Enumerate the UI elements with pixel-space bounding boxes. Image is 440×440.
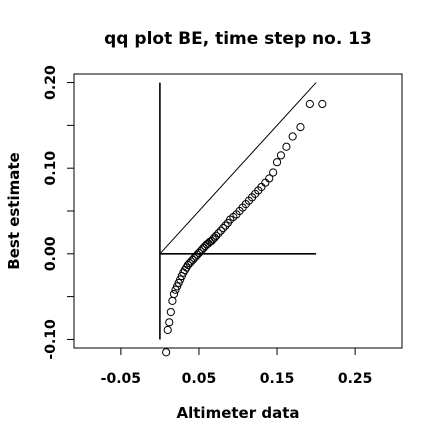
data-points [162, 99, 327, 357]
data-point [318, 99, 327, 109]
data-point [169, 289, 179, 299]
data-point [168, 296, 177, 306]
data-point [272, 158, 282, 167]
reference-lines [159, 82, 317, 340]
data-point [276, 151, 286, 160]
x-tick-label: 0.05 [182, 371, 217, 387]
data-point [165, 318, 174, 327]
y-tick-label: -0.10 [43, 319, 59, 360]
data-point [265, 174, 274, 183]
x-axis: -0.05 0.05 0.15 0.25 [101, 347, 373, 387]
x-tick-label: -0.05 [101, 371, 141, 387]
data-point [296, 122, 305, 132]
x-tick-label: 0.25 [338, 371, 373, 387]
y-axis: -0.10 0.00 0.10 0.20 [43, 65, 75, 360]
chart-title: qq plot BE, time step no. 13 [104, 29, 372, 49]
x-axis-label: Altimeter data [177, 404, 300, 422]
data-point [219, 224, 228, 233]
data-point [214, 229, 223, 238]
x-tick-label: 0.15 [260, 371, 295, 387]
data-point [216, 226, 225, 235]
data-point [166, 307, 175, 317]
data-point [305, 99, 314, 109]
data-point [269, 168, 278, 177]
data-point [163, 325, 172, 335]
y-tick-label: 0.00 [43, 236, 59, 271]
data-point [162, 348, 171, 357]
y-tick-label: 0.20 [43, 65, 59, 100]
reference-line-identity [159, 82, 317, 255]
y-axis-label: Best estimate [5, 152, 23, 269]
data-point [288, 132, 297, 141]
data-point [221, 221, 230, 230]
data-point [261, 178, 270, 187]
data-point [212, 231, 221, 240]
data-point [282, 142, 291, 151]
y-tick-label: 0.10 [43, 151, 59, 186]
